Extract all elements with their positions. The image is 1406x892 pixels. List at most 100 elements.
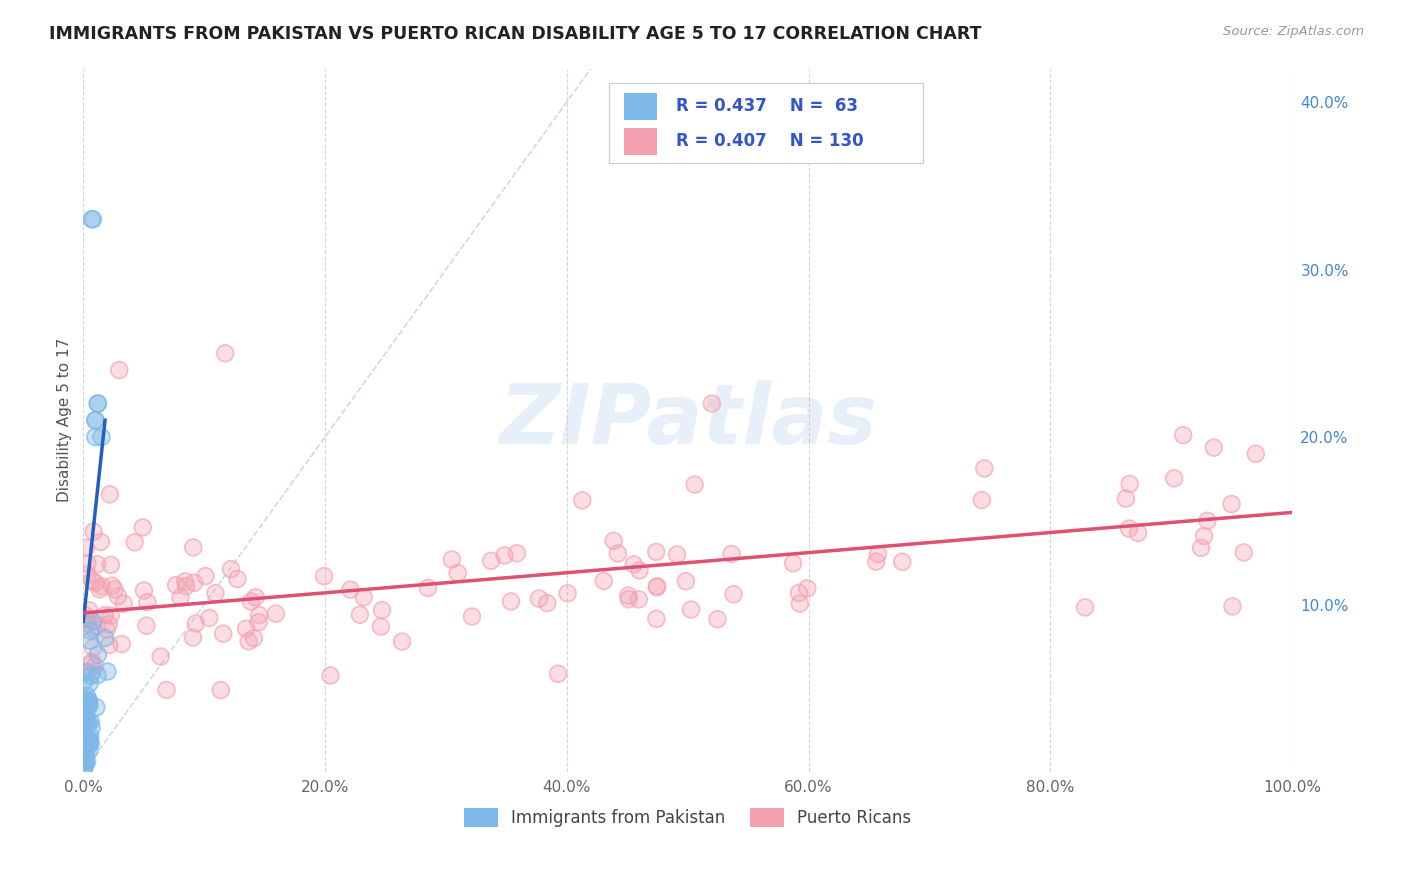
Point [79, 736, 101, 750]
Point [181, 541, 204, 555]
Point [700, 396, 723, 410]
Point [1118, 477, 1140, 491]
Point [77, 697, 100, 711]
Point [80, 714, 103, 729]
Point [557, 586, 579, 600]
Point [76, 616, 98, 631]
Point [90, 430, 112, 444]
Point [891, 555, 914, 569]
Point [1197, 514, 1219, 528]
Point [112, 597, 135, 611]
Point [391, 634, 413, 648]
Point [75, 718, 97, 732]
Point [75, 739, 97, 753]
Point [1202, 441, 1225, 455]
Point [76, 739, 98, 753]
Point [370, 619, 392, 633]
Point [73, 761, 96, 775]
Point [479, 554, 502, 568]
Point [174, 579, 197, 593]
Point [101, 579, 124, 593]
Point [82, 574, 104, 588]
Point [90, 535, 112, 549]
Point [219, 562, 242, 576]
Point [76, 689, 98, 703]
Point [82, 615, 104, 629]
Point [239, 594, 262, 608]
Point [79, 676, 101, 690]
Point [1126, 526, 1149, 541]
Point [645, 545, 668, 559]
Point [72, 750, 94, 764]
Point [149, 649, 172, 664]
Point [1074, 600, 1097, 615]
Point [571, 493, 593, 508]
Point [645, 612, 668, 626]
Point [499, 594, 522, 608]
Point [865, 555, 887, 569]
Point [124, 535, 146, 549]
Point [675, 574, 697, 589]
Point [571, 493, 593, 508]
Point [90, 430, 112, 444]
Point [339, 582, 361, 597]
Point [80, 665, 103, 680]
Point [90, 535, 112, 549]
Point [84, 575, 107, 590]
Point [226, 572, 249, 586]
Point [314, 569, 336, 583]
Point [181, 541, 204, 555]
Point [84, 430, 107, 444]
Point [76, 567, 98, 582]
Point [82, 622, 104, 636]
Point [72, 740, 94, 755]
Point [1173, 428, 1195, 442]
Point [645, 545, 668, 559]
Point [606, 546, 628, 560]
Point [86, 619, 108, 633]
Point [970, 493, 993, 508]
Point [1233, 545, 1256, 559]
Point [98, 487, 121, 501]
Point [77, 694, 100, 708]
Point [723, 587, 745, 601]
Point [132, 520, 155, 534]
Point [112, 597, 135, 611]
Point [787, 586, 810, 600]
Point [75, 739, 97, 753]
Point [132, 520, 155, 534]
Point [617, 592, 640, 607]
Point [1233, 545, 1256, 559]
Point [94, 631, 117, 645]
Point [111, 637, 134, 651]
Point [75, 701, 97, 715]
Point [184, 616, 207, 631]
Point [80, 721, 103, 735]
Point [353, 591, 375, 605]
Point [370, 619, 392, 633]
Point [136, 595, 159, 609]
Point [1192, 529, 1215, 543]
Point [73, 762, 96, 776]
Point [645, 579, 668, 593]
Point [970, 493, 993, 508]
Point [683, 477, 706, 491]
Point [440, 552, 463, 566]
Point [235, 622, 257, 636]
Point [108, 363, 131, 377]
Point [675, 574, 697, 589]
Point [82, 640, 104, 655]
Point [73, 709, 96, 723]
Point [1244, 447, 1267, 461]
Point [1118, 477, 1140, 491]
Point [84, 659, 107, 673]
Point [75, 733, 97, 747]
Point [169, 591, 191, 605]
Point [973, 461, 995, 475]
Point [416, 581, 439, 595]
Point [165, 578, 187, 592]
Point [247, 615, 270, 630]
Point [76, 689, 98, 703]
Point [617, 589, 640, 603]
Point [720, 547, 742, 561]
